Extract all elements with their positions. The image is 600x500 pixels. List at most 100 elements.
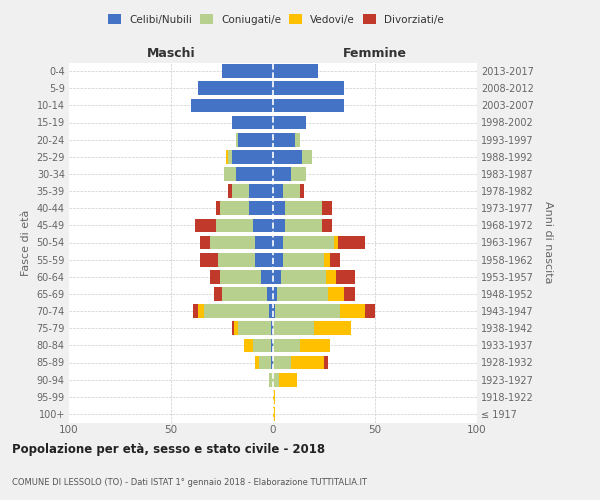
- Bar: [338, 236, 365, 250]
- Bar: [267, 287, 273, 301]
- Bar: [273, 98, 344, 112]
- Bar: [275, 304, 340, 318]
- Bar: [273, 373, 279, 386]
- Bar: [216, 218, 253, 232]
- Bar: [285, 218, 322, 232]
- Bar: [244, 338, 253, 352]
- Bar: [248, 184, 273, 198]
- Bar: [203, 304, 269, 318]
- Bar: [261, 270, 273, 283]
- Text: Popolazione per età, sesso e stato civile - 2018: Popolazione per età, sesso e stato civil…: [12, 442, 325, 456]
- Bar: [224, 167, 236, 181]
- Bar: [254, 356, 259, 370]
- Bar: [269, 373, 273, 386]
- Bar: [292, 167, 305, 181]
- Bar: [197, 82, 273, 95]
- Bar: [330, 253, 340, 266]
- Bar: [295, 133, 299, 146]
- Bar: [334, 236, 338, 250]
- Bar: [273, 150, 302, 164]
- Bar: [277, 287, 328, 301]
- Bar: [220, 270, 261, 283]
- Bar: [299, 184, 304, 198]
- Bar: [232, 184, 248, 198]
- Bar: [253, 218, 273, 232]
- Bar: [281, 270, 326, 283]
- Bar: [299, 338, 330, 352]
- Bar: [344, 287, 355, 301]
- Y-axis label: Fasce di età: Fasce di età: [21, 210, 31, 276]
- Bar: [238, 133, 273, 146]
- Bar: [210, 236, 254, 250]
- Bar: [273, 322, 314, 335]
- Bar: [328, 287, 344, 301]
- Bar: [314, 322, 350, 335]
- Text: Maschi: Maschi: [146, 47, 196, 60]
- Bar: [253, 338, 271, 352]
- Bar: [232, 322, 234, 335]
- Bar: [271, 356, 273, 370]
- Legend: Celibi/Nubili, Coniugati/e, Vedovi/e, Divorziati/e: Celibi/Nubili, Coniugati/e, Vedovi/e, Di…: [104, 10, 448, 29]
- Bar: [273, 116, 305, 130]
- Bar: [210, 270, 220, 283]
- Bar: [214, 287, 222, 301]
- Bar: [222, 64, 273, 78]
- Bar: [197, 304, 203, 318]
- Bar: [324, 356, 328, 370]
- Bar: [216, 202, 220, 215]
- Bar: [273, 270, 281, 283]
- Bar: [254, 236, 273, 250]
- Text: Femmine: Femmine: [343, 47, 407, 60]
- Bar: [273, 287, 277, 301]
- Bar: [271, 322, 273, 335]
- Bar: [336, 270, 355, 283]
- Bar: [273, 253, 283, 266]
- Bar: [273, 184, 283, 198]
- Bar: [269, 304, 273, 318]
- Bar: [248, 202, 273, 215]
- Bar: [273, 202, 285, 215]
- Bar: [322, 202, 332, 215]
- Bar: [326, 270, 336, 283]
- Bar: [283, 184, 299, 198]
- Bar: [191, 98, 273, 112]
- Bar: [236, 133, 238, 146]
- Bar: [340, 304, 365, 318]
- Bar: [220, 202, 248, 215]
- Bar: [283, 236, 334, 250]
- Bar: [238, 322, 271, 335]
- Bar: [273, 64, 318, 78]
- Bar: [234, 322, 238, 335]
- Bar: [273, 133, 295, 146]
- Bar: [254, 253, 273, 266]
- Bar: [273, 407, 275, 421]
- Bar: [226, 150, 228, 164]
- Bar: [273, 304, 275, 318]
- Bar: [292, 356, 324, 370]
- Bar: [302, 150, 312, 164]
- Bar: [236, 167, 273, 181]
- Bar: [259, 356, 271, 370]
- Bar: [273, 218, 285, 232]
- Bar: [200, 236, 210, 250]
- Bar: [273, 236, 283, 250]
- Bar: [228, 184, 232, 198]
- Text: COMUNE DI LESSOLO (TO) - Dati ISTAT 1° gennaio 2018 - Elaborazione TUTTITALIA.IT: COMUNE DI LESSOLO (TO) - Dati ISTAT 1° g…: [12, 478, 367, 487]
- Bar: [285, 202, 322, 215]
- Bar: [279, 373, 298, 386]
- Bar: [322, 218, 332, 232]
- Bar: [283, 253, 324, 266]
- Bar: [193, 304, 197, 318]
- Bar: [273, 82, 344, 95]
- Bar: [273, 356, 292, 370]
- Bar: [365, 304, 375, 318]
- Bar: [200, 253, 218, 266]
- Bar: [232, 116, 273, 130]
- Y-axis label: Anni di nascita: Anni di nascita: [544, 201, 553, 284]
- Bar: [273, 338, 299, 352]
- Bar: [228, 150, 232, 164]
- Bar: [324, 253, 330, 266]
- Bar: [232, 150, 273, 164]
- Bar: [271, 338, 273, 352]
- Bar: [273, 167, 292, 181]
